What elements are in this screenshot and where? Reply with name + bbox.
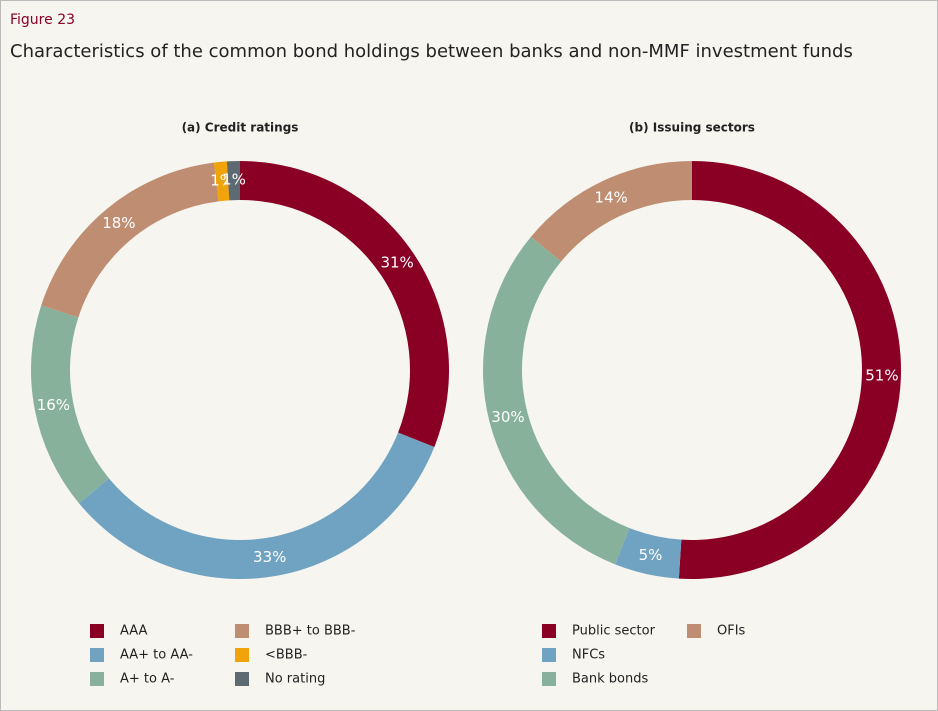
legend-label: Public sector — [572, 624, 656, 639]
donut-segment — [615, 528, 682, 579]
legend-swatch — [542, 648, 556, 662]
legend-label: NFCs — [572, 648, 605, 663]
donut-segment — [678, 161, 902, 579]
legend-swatch — [235, 672, 249, 686]
figure-label: Figure 23 — [10, 12, 75, 28]
legend-swatch — [235, 624, 249, 638]
legend-label: No rating — [265, 672, 325, 687]
value-label: 1% — [222, 171, 246, 189]
donut-segment — [240, 161, 449, 447]
legend-swatch — [90, 624, 104, 638]
legend-swatch — [542, 672, 556, 686]
value-label: 33% — [253, 548, 286, 566]
donut-segment — [30, 305, 110, 504]
legend-label: AAA — [120, 624, 148, 639]
legend-label: AA+ to AA- — [120, 648, 193, 663]
legend-swatch — [687, 624, 701, 638]
legend-swatch — [90, 672, 104, 686]
chart-title: (b) Issuing sectors — [629, 121, 755, 135]
donut-segment — [483, 236, 630, 565]
value-label: 5% — [639, 546, 663, 564]
donut-segment — [78, 432, 435, 579]
figure-title: Characteristics of the common bond holdi… — [10, 41, 853, 62]
legend-label: BBB+ to BBB- — [265, 624, 356, 639]
donut-segment — [530, 161, 692, 262]
legend-swatch — [90, 648, 104, 662]
legend-label: OFIs — [717, 624, 746, 639]
legend-label: Bank bonds — [572, 672, 648, 687]
donut-segment — [226, 161, 240, 201]
legend-swatch — [542, 624, 556, 638]
legend-label: A+ to A- — [120, 672, 175, 687]
chart-title: (a) Credit ratings — [182, 121, 299, 135]
value-label: 30% — [491, 408, 524, 426]
legend-swatch — [235, 648, 249, 662]
value-label: 16% — [37, 396, 70, 414]
value-label: 51% — [865, 366, 898, 384]
value-label: 18% — [102, 214, 135, 232]
donut-segment — [213, 161, 230, 202]
donut-segment — [41, 162, 219, 318]
value-label: 31% — [380, 254, 413, 272]
legend-label: <BBB- — [265, 648, 308, 663]
value-label: 14% — [594, 189, 627, 207]
